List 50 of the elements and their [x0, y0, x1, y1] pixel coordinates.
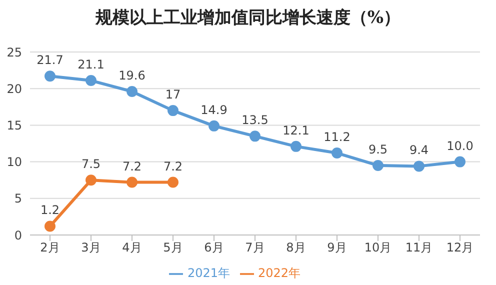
point	[44, 70, 56, 82]
data-label: 19.6	[118, 68, 146, 83]
data-label: 21.7	[36, 53, 64, 68]
data-label: 7.2	[163, 159, 183, 174]
y-tick-label: 25	[6, 45, 22, 60]
data-label: 7.5	[81, 157, 101, 172]
data-label: 11.2	[324, 130, 350, 144]
point	[414, 160, 424, 172]
point	[372, 160, 384, 171]
x-tick-label: 11月	[405, 240, 433, 255]
x-tick-label: 5月	[163, 240, 183, 255]
y-tick-label: 0	[14, 228, 22, 242]
x-tick-label: 2月	[40, 240, 60, 255]
x-tick-label: 7月	[245, 240, 265, 255]
point	[208, 120, 220, 132]
data-label: 13.5	[242, 113, 268, 128]
point	[250, 130, 260, 142]
x-tick-label: 8月	[286, 240, 306, 255]
point	[168, 176, 178, 188]
x-tick-label: 12月	[446, 240, 474, 255]
data-label: 9.5	[368, 142, 388, 156]
y-tick-label: 20	[6, 82, 22, 96]
y-tick-label: 10	[6, 155, 22, 170]
x-tick-label: 6月	[204, 240, 224, 255]
point	[44, 220, 56, 232]
data-label: 1.2	[40, 203, 60, 218]
data-label: 12.1	[282, 123, 310, 138]
point	[332, 148, 342, 159]
data-label: 7.2	[122, 159, 142, 174]
x-tick-label: 3月	[81, 240, 101, 255]
legend-label: 2021年	[187, 266, 230, 280]
point	[290, 140, 302, 152]
chart-title: 规模以上工业增加值同比增长速度（%）	[94, 7, 402, 29]
point	[454, 156, 466, 168]
y-tick-label: 15	[6, 118, 22, 132]
y-tick-label: 5	[14, 192, 22, 206]
x-tick-label: 4月	[122, 240, 142, 255]
data-label: 14.9	[200, 102, 228, 117]
data-label: 17	[165, 88, 181, 102]
point	[86, 174, 96, 186]
point	[126, 86, 138, 98]
point	[168, 105, 178, 116]
data-label: 10.0	[446, 138, 474, 153]
x-tick-label: 10月	[364, 240, 392, 255]
data-label: 9.4	[409, 143, 429, 158]
data-label: 21.1	[78, 58, 104, 72]
point	[126, 176, 138, 188]
legend-label: 2022年	[258, 266, 301, 280]
point	[86, 75, 96, 86]
x-tick-label: 9月	[327, 240, 347, 255]
